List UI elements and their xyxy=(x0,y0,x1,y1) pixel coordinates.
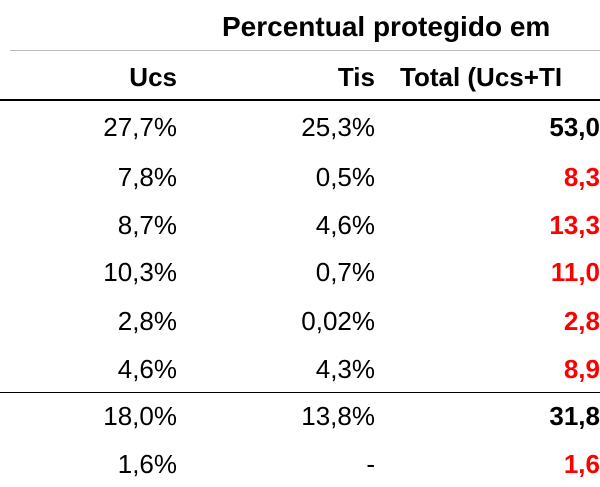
cell: 4,3% xyxy=(315,354,375,384)
column-header: Total (Ucs+TI xyxy=(400,62,563,92)
cell: 10,3% xyxy=(103,257,177,287)
cell: 0,5% xyxy=(315,162,375,192)
cell: 2,8% xyxy=(117,306,177,336)
table-title: Percentual protegido em xyxy=(222,11,551,42)
header-rule xyxy=(10,50,600,51)
cell: 0,7% xyxy=(315,257,375,287)
cell: - xyxy=(366,449,375,479)
section-rule xyxy=(0,392,600,393)
cell: 4,6% xyxy=(315,210,375,240)
cell: 1,6% xyxy=(117,449,177,479)
total-cell: 1,6 xyxy=(563,449,600,479)
total-cell: 11,0 xyxy=(550,257,600,287)
cell: 18,0% xyxy=(103,401,177,431)
column-header: Tis xyxy=(337,62,375,92)
total-cell: 8,9 xyxy=(563,354,600,384)
cell: 0,02% xyxy=(301,306,375,336)
total-cell: 13,3 xyxy=(549,210,600,240)
total-cell: 2,8 xyxy=(563,306,600,336)
column-header: Ucs xyxy=(129,62,177,92)
cell: 27,7% xyxy=(103,112,177,142)
cell: 8,7% xyxy=(117,210,177,240)
total-cell: 8,3 xyxy=(563,162,600,192)
header-bottom-rule xyxy=(0,99,600,101)
total-cell: 31,8 xyxy=(549,401,600,431)
total-cell: 53,0 xyxy=(549,112,600,142)
cell: 4,6% xyxy=(117,354,177,384)
cell: 25,3% xyxy=(301,112,375,142)
cell: 7,8% xyxy=(117,162,177,192)
cell: 13,8% xyxy=(301,401,375,431)
